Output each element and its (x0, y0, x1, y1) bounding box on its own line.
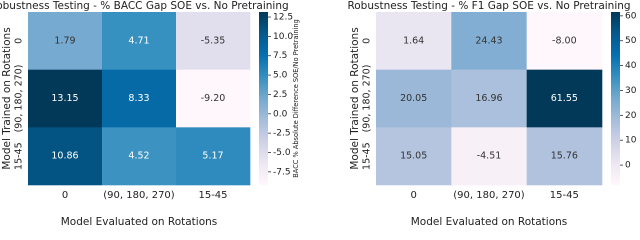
chart-title: Robustness Testing - % F1 Gap SOE vs. No… (347, 0, 630, 12)
heatmap-cell (526, 127, 603, 186)
colorbar-tick-label: -2.5 (273, 129, 291, 139)
colorbar-tick-label: 0 (625, 161, 631, 171)
colorbar-tick-label: 12.5 (273, 13, 293, 23)
cell-label: 15.76 (551, 151, 578, 162)
heatmap-cell (526, 12, 603, 70)
y-tick-label: 15-45 (14, 142, 25, 170)
y-tick-label: 15-45 (362, 142, 373, 170)
y-tick-label: 0 (362, 38, 373, 44)
y-axis-label: Model Trained on Rotations (1, 27, 13, 169)
colorbar-tick-label: 10.0 (273, 32, 293, 42)
colorbar (611, 12, 620, 185)
cell-label: 4.52 (128, 151, 149, 162)
cell-label: -9.20 (201, 93, 226, 104)
heatmap-cell (28, 127, 103, 186)
x-tick-label: 0 (410, 190, 416, 201)
heatmap-cell (376, 12, 452, 70)
figure: Robustness Testing - % BACC Gap SOE vs. … (0, 0, 637, 228)
colorbar-tick-label: 2.5 (273, 90, 287, 100)
heatmap-cell (176, 12, 251, 70)
x-tick-label: 15-45 (550, 190, 579, 201)
x-axis-label: Model Evaluated on Rotations (411, 216, 568, 228)
colorbar-tick-label: 20 (625, 111, 637, 121)
heatmap-cell (376, 127, 452, 186)
cell-label: 24.43 (475, 35, 502, 46)
heatmap-cell (28, 69, 103, 128)
heatmap-cell (102, 69, 177, 128)
cell-label: 10.86 (51, 151, 78, 162)
heatmap-cell (176, 127, 251, 186)
chart-title: Robustness Testing - % BACC Gap SOE vs. … (0, 0, 289, 12)
cell-label: 20.05 (400, 93, 427, 104)
cell-label: 1.64 (403, 35, 424, 46)
heatmap-cell (451, 69, 527, 128)
x-axis-label: Model Evaluated on Rotations (61, 216, 218, 228)
colorbar-tick-label: -5.0 (273, 148, 291, 158)
x-tick-label: (90, 180, 270) (453, 190, 525, 201)
y-axis-label: Model Trained on Rotations (349, 27, 361, 169)
colorbar-tick-label: 0.0 (273, 109, 288, 119)
heatmap-cell (102, 12, 177, 70)
colorbar (259, 12, 268, 185)
colorbar-tick-label: 60 (625, 11, 637, 21)
colorbar-tick-label: -7.5 (273, 167, 291, 177)
heatmap-cell (451, 12, 527, 70)
heatmap-cell (451, 127, 527, 186)
cell-label: 1.79 (54, 35, 75, 46)
cell-label: 16.96 (475, 93, 502, 104)
colorbar-tick-label: 30 (625, 86, 637, 96)
cell-label: 61.55 (551, 93, 578, 104)
y-tick-label: (90, 180, 270) (14, 65, 25, 133)
colorbar-tick-label: 50 (625, 36, 637, 46)
cell-label: 15.05 (400, 151, 427, 162)
colorbar-tick-label: 5.0 (273, 71, 288, 81)
colorbar-label: BACC % Absolute Difference SOE/No Pretra… (292, 19, 300, 177)
y-tick-label: (90, 180, 270) (362, 65, 373, 133)
colorbar-tick-label: 40 (625, 61, 637, 71)
heatmap-cell (526, 69, 603, 128)
heatmap-cell (28, 12, 103, 70)
colorbar-tick-label: 10 (625, 136, 637, 146)
heatmap-cell (176, 69, 251, 128)
x-tick-label: 0 (62, 190, 68, 201)
y-tick-label: 0 (14, 38, 25, 44)
heatmap-cell (102, 127, 177, 186)
cell-label: 4.71 (128, 35, 149, 46)
cell-label: -5.35 (201, 35, 226, 46)
x-tick-label: 15-45 (198, 190, 227, 201)
heatmap-cell (376, 69, 452, 128)
cell-label: 13.15 (51, 93, 78, 104)
colorbar-tick-label: 7.5 (273, 51, 287, 61)
cell-label: -8.00 (552, 35, 577, 46)
cell-label: 5.17 (202, 151, 223, 162)
x-tick-label: (90, 180, 270) (103, 190, 175, 201)
cell-label: 8.33 (128, 93, 149, 104)
cell-label: -4.51 (477, 151, 502, 162)
